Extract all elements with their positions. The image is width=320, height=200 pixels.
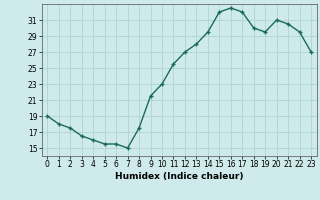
- X-axis label: Humidex (Indice chaleur): Humidex (Indice chaleur): [115, 172, 244, 181]
